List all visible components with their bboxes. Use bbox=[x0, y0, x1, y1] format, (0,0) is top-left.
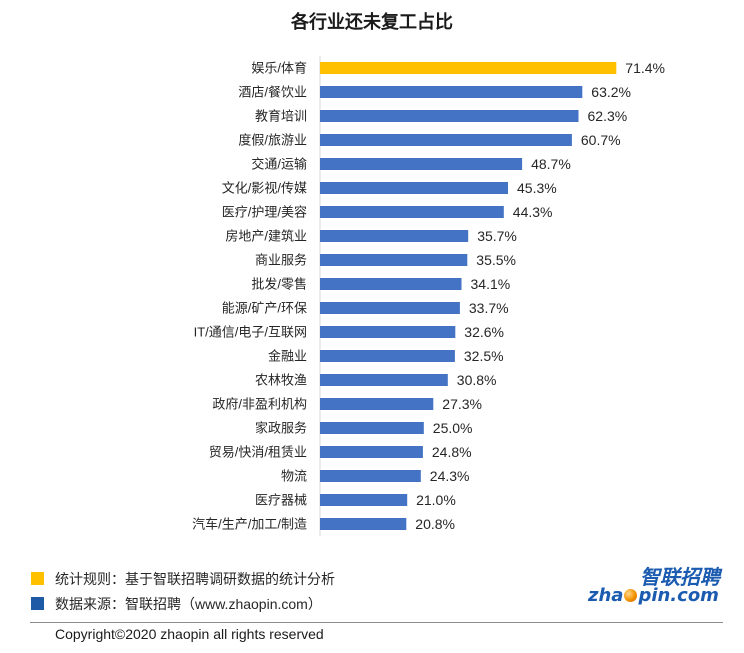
bar bbox=[320, 398, 434, 410]
bar-row: 交通/运输 48.7% bbox=[251, 156, 570, 172]
bar-row: 农林牧渔 30.8% bbox=[255, 372, 497, 388]
data-label: 62.3% bbox=[588, 108, 628, 124]
bar bbox=[320, 206, 504, 218]
legend-text-rule: 统计规则：基于智联招聘调研数据的统计分析 bbox=[55, 571, 335, 587]
bar-highlight bbox=[320, 62, 617, 74]
bar bbox=[320, 110, 579, 122]
bar-row: 医疗器械 21.0% bbox=[255, 492, 456, 508]
data-label: 20.8% bbox=[415, 516, 455, 532]
category-label: 娱乐/体育 bbox=[251, 61, 307, 76]
legend-swatch-yellow bbox=[31, 572, 44, 585]
bar-row: 娱乐/体育 71.4% bbox=[251, 60, 665, 76]
legend-item-rule: 统计规则：基于智联招聘调研数据的统计分析 bbox=[31, 571, 371, 587]
footer-divider bbox=[30, 622, 723, 623]
data-label: 35.7% bbox=[477, 228, 517, 244]
category-label: IT/通信/电子/互联网 bbox=[194, 325, 307, 340]
legend-item-source: 数据来源：智联招聘（www.zhaopin.com） bbox=[31, 596, 371, 612]
category-label: 能源/矿产/环保 bbox=[222, 301, 307, 316]
data-label: 44.3% bbox=[513, 204, 553, 220]
bar-chart: 娱乐/体育 71.4% 酒店/餐饮业 63.2% 教育培训 62.3% 度假/旅游业 60.7… bbox=[192, 56, 665, 536]
data-label: 24.8% bbox=[432, 444, 472, 460]
category-label: 医疗/护理/美容 bbox=[222, 205, 307, 220]
category-label: 贸易/快消/租赁业 bbox=[209, 445, 307, 460]
bar bbox=[320, 350, 455, 362]
bar bbox=[320, 278, 462, 290]
chart-title: 各行业还未复工占比 bbox=[291, 12, 453, 32]
bar bbox=[320, 230, 469, 242]
data-label: 32.6% bbox=[464, 324, 504, 340]
category-label: 酒店/餐饮业 bbox=[238, 85, 307, 100]
bar-row: 房地产/建筑业 35.7% bbox=[225, 228, 517, 244]
category-label: 文化/影视/传媒 bbox=[222, 181, 307, 196]
bar bbox=[320, 302, 460, 314]
data-label: 33.7% bbox=[469, 300, 509, 316]
data-label: 21.0% bbox=[416, 492, 456, 508]
data-label: 48.7% bbox=[531, 156, 571, 172]
category-label: 教育培训 bbox=[255, 109, 307, 124]
category-label: 批发/零售 bbox=[251, 277, 307, 292]
bar-row: 金融业 32.5% bbox=[268, 348, 504, 364]
category-label: 农林牧渔 bbox=[255, 373, 307, 388]
data-label: 25.0% bbox=[433, 420, 473, 436]
data-label: 35.5% bbox=[476, 252, 516, 268]
logo-en-post: pin.com bbox=[638, 585, 719, 606]
bar-row: 家政服务 25.0% bbox=[255, 420, 473, 436]
bar bbox=[320, 134, 572, 146]
category-label: 商业服务 bbox=[255, 253, 307, 268]
category-label: 政府/非盈利机构 bbox=[212, 397, 307, 412]
legend-text-source: 数据来源：智联招聘（www.zhaopin.com） bbox=[55, 596, 322, 612]
bar-row: 医疗/护理/美容 44.3% bbox=[222, 204, 553, 220]
legend-swatch-blue bbox=[31, 597, 44, 610]
bar bbox=[320, 86, 583, 98]
category-label: 汽车/生产/加工/制造 bbox=[192, 517, 307, 532]
bar-row: 能源/矿产/环保 33.7% bbox=[222, 300, 509, 316]
data-label: 32.5% bbox=[464, 348, 504, 364]
bar bbox=[320, 518, 407, 530]
category-label: 交通/运输 bbox=[251, 157, 307, 172]
data-label: 63.2% bbox=[591, 84, 631, 100]
data-label: 71.4% bbox=[625, 60, 665, 76]
bar-row: 酒店/餐饮业 63.2% bbox=[238, 84, 631, 100]
logo-cn-text: 智联招聘 bbox=[640, 565, 720, 589]
bar bbox=[320, 494, 408, 506]
data-label: 24.3% bbox=[430, 468, 470, 484]
data-label: 60.7% bbox=[581, 132, 621, 148]
bar bbox=[320, 374, 448, 386]
bar bbox=[320, 422, 424, 434]
bar-row: IT/通信/电子/互联网 32.6% bbox=[194, 324, 504, 340]
bar-row: 商业服务 35.5% bbox=[255, 252, 516, 268]
category-label: 房地产/建筑业 bbox=[225, 229, 307, 244]
bar-row: 贸易/快消/租赁业 24.8% bbox=[209, 444, 472, 460]
bar bbox=[320, 182, 508, 194]
copyright-text: Copyright©2020 zhaopin all rights reserv… bbox=[55, 626, 324, 642]
category-label: 物流 bbox=[281, 469, 307, 484]
logo-en-text: zha pin.com bbox=[588, 586, 719, 606]
bar-row: 文化/影视/传媒 45.3% bbox=[222, 180, 557, 196]
bar bbox=[320, 326, 456, 338]
bar bbox=[320, 446, 423, 458]
bar bbox=[320, 254, 468, 266]
category-label: 医疗器械 bbox=[255, 493, 307, 508]
bar-row: 教育培训 62.3% bbox=[255, 108, 627, 124]
bar-row: 度假/旅游业 60.7% bbox=[238, 132, 620, 148]
bar bbox=[320, 470, 421, 482]
bar-row: 政府/非盈利机构 27.3% bbox=[212, 396, 482, 412]
category-label: 家政服务 bbox=[255, 421, 307, 436]
logo-en-pre: zha bbox=[588, 585, 624, 606]
data-label: 45.3% bbox=[517, 180, 557, 196]
logo-ball-icon bbox=[624, 589, 638, 602]
zhaopin-logo: 智联招聘 zha pin.com bbox=[586, 566, 726, 610]
bar bbox=[320, 158, 523, 170]
data-label: 34.1% bbox=[471, 276, 511, 292]
data-label: 27.3% bbox=[442, 396, 482, 412]
bar-row: 汽车/生产/加工/制造 20.8% bbox=[192, 516, 455, 532]
bar-row: 物流 24.3% bbox=[281, 468, 470, 484]
bar-row: 批发/零售 34.1% bbox=[251, 276, 510, 292]
category-label: 度假/旅游业 bbox=[238, 133, 307, 148]
data-label: 30.8% bbox=[457, 372, 497, 388]
category-label: 金融业 bbox=[268, 349, 307, 364]
